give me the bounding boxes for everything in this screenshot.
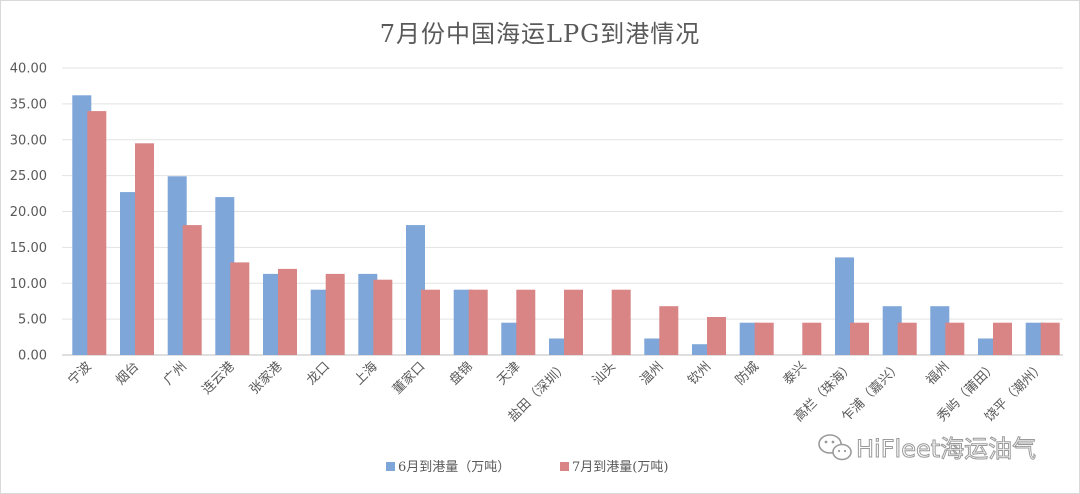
watermark: HiFleet海运油气 xyxy=(818,434,1037,464)
x-tick-label: 汕头 xyxy=(590,359,619,388)
bar-july-18 xyxy=(945,322,965,355)
bar-july-4 xyxy=(278,268,297,355)
y-tick-label: 30.00 xyxy=(10,133,47,148)
y-axis: 0.00 5.00 10.00 15.00 20.00 25.00 30.00 35.00 40… xyxy=(10,62,47,364)
y-tick-label: 40.00 xyxy=(10,62,47,77)
bar-july-15 xyxy=(802,322,822,355)
x-tick-label: 泰兴 xyxy=(781,359,810,388)
bar-june-9 xyxy=(501,322,521,355)
bar-june-16 xyxy=(835,257,854,355)
y-tick-label: 35.00 xyxy=(10,97,47,112)
bar-june-12 xyxy=(644,338,664,355)
bar-july-12 xyxy=(659,306,679,355)
bar-june-8 xyxy=(453,289,473,355)
legend-label-july: 7月到港量(万吨) xyxy=(572,460,668,475)
bar-june-4 xyxy=(263,273,282,355)
bar-june-20 xyxy=(1025,322,1045,355)
bar-june-17 xyxy=(882,306,902,355)
x-tick-label: 张家港 xyxy=(246,359,285,398)
legend-label-june: 6月到港量（万吨） xyxy=(398,460,510,475)
bar-july-10 xyxy=(564,289,583,355)
x-tick-label: 董家口 xyxy=(389,359,428,398)
bar-july-9 xyxy=(516,289,536,355)
bar-july-3 xyxy=(230,262,250,355)
bar-july-13 xyxy=(707,317,726,355)
bar-june-6 xyxy=(358,273,378,355)
x-tick-label: 钦州 xyxy=(685,359,714,388)
bar-june-0 xyxy=(72,95,92,356)
bar-july-7 xyxy=(421,289,440,355)
bar-july-14 xyxy=(754,322,774,355)
bar-july-0 xyxy=(87,111,107,355)
bar-july-6 xyxy=(373,279,393,355)
gridlines xyxy=(62,67,1063,356)
y-tick-label: 5.00 xyxy=(18,313,47,328)
bar-june-5 xyxy=(310,289,330,355)
x-tick-label: 连云港 xyxy=(199,359,238,398)
legend: 6月到港量（万吨） 7月到港量(万吨) xyxy=(386,460,668,475)
x-tick-label: 上海 xyxy=(352,359,381,388)
x-tick-label: 福州 xyxy=(924,359,953,388)
legend-swatch-july xyxy=(560,462,569,471)
bar-july-11 xyxy=(611,289,631,355)
x-tick-label: 盘锦 xyxy=(446,359,476,389)
bar-july-8 xyxy=(468,289,488,355)
bar-june-14 xyxy=(739,322,759,355)
y-tick-label: 10.00 xyxy=(10,277,47,292)
watermark-text: HiFleet海运油气 xyxy=(856,435,1036,463)
bar-july-17 xyxy=(897,322,917,355)
x-tick-label: 宁波 xyxy=(65,359,95,389)
bar-july-19 xyxy=(993,322,1012,355)
x-tick-label: 广州 xyxy=(161,359,190,388)
x-tick-label: 烟台 xyxy=(113,359,142,388)
x-tick-label: 防城 xyxy=(732,359,762,389)
bar-july-20 xyxy=(1040,322,1060,355)
bar-july-16 xyxy=(850,322,869,355)
bars xyxy=(72,95,1060,356)
bar-june-18 xyxy=(930,306,950,355)
bar-june-7 xyxy=(406,225,425,355)
bar-july-5 xyxy=(325,273,345,355)
bar-june-2 xyxy=(167,176,187,355)
bar-july-2 xyxy=(182,225,202,355)
legend-swatch-june xyxy=(386,462,395,471)
bar-june-1 xyxy=(120,192,139,355)
bar-june-3 xyxy=(215,197,235,355)
y-tick-label: 15.00 xyxy=(10,241,47,256)
bar-july-1 xyxy=(135,143,154,355)
x-tick-label: 温州 xyxy=(638,359,667,388)
y-tick-label: 20.00 xyxy=(10,205,47,220)
chart-title: 7月份中国海运LPG到港情况 xyxy=(379,20,701,48)
x-tick-label: 天津 xyxy=(495,359,524,388)
x-tick-label: 龙口 xyxy=(304,359,333,388)
y-tick-label: 25.00 xyxy=(10,169,47,184)
bar-june-10 xyxy=(549,338,568,355)
y-tick-label: 0.00 xyxy=(18,349,47,364)
bar-june-13 xyxy=(692,344,711,355)
bar-june-19 xyxy=(978,338,997,355)
wechat-icon xyxy=(818,434,852,461)
